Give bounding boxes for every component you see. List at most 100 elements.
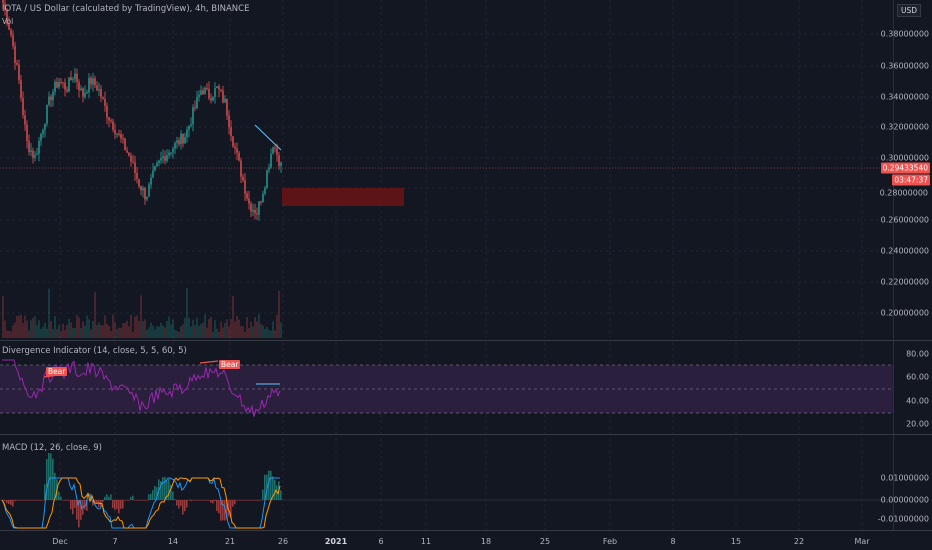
candle-body [238,152,240,161]
volume-bar [80,328,82,338]
candle-body [206,87,208,89]
candle-body [132,161,134,163]
candle-body [220,89,222,91]
candle-body [24,115,26,125]
volume-bar [92,321,94,338]
volume-bar [12,325,14,338]
candle-body [150,177,152,185]
macd-histogram-bar [74,500,76,509]
candle-body [14,45,16,63]
macd-line [1,477,280,529]
volume-bar [218,331,220,338]
macd-histogram-bar [254,500,256,501]
candle-body [188,125,190,130]
candle-body [172,148,174,153]
candle-body [232,136,234,147]
candle-body [268,167,270,171]
price-tick: 0.34000000 [880,92,929,102]
candle-body [8,23,10,30]
volume-bar [130,314,132,338]
volume-bar [96,324,98,338]
volume-bar [114,322,116,338]
macd-histogram-bar [274,480,276,500]
macd-histogram-bar [146,500,148,501]
volume-bar [110,331,112,338]
candle-body [242,176,244,181]
macd-histogram-bar [134,500,136,501]
candle-body [234,146,236,149]
macd-histogram-bar [270,470,272,500]
candle-body [248,198,250,204]
divergence-line [254,124,282,151]
candle-body [228,115,230,128]
volume-bar [60,331,62,338]
time-label: 15 [730,537,742,546]
time-label: 7 [112,537,118,546]
candle-body [102,97,104,99]
macd-histogram-bar [160,481,162,500]
volume-bar [166,320,168,338]
macd-histogram-bar [110,494,112,500]
macd-histogram-bar [54,472,56,500]
volume-bar [6,330,8,338]
candle-body [124,138,126,151]
macd-histogram-bar [2,500,4,501]
macd-histogram-bar [264,474,266,500]
volume-bar [112,314,114,338]
candle-body [76,73,78,83]
candle-body [158,160,160,164]
macd-histogram-bar [164,476,166,500]
volume-bar [258,314,260,338]
macd-histogram-bar [154,485,156,500]
macd-histogram-bar [182,500,184,515]
macd-histogram-bar [118,500,120,514]
macd-histogram-bar [178,500,180,509]
volume-bar [224,323,226,338]
macd-histogram-bar [128,500,130,501]
volume-bar [10,331,12,338]
volume-bar [124,323,126,338]
candle-body [10,29,12,36]
pane-separator[interactable] [0,340,932,341]
volume-bar [62,323,64,338]
candle-body [204,87,206,95]
macd-histogram-bar [186,500,188,508]
currency-label[interactable]: USD [897,4,922,17]
pane-separator[interactable] [0,434,932,435]
candle-body [138,178,140,187]
candle-body [146,196,148,200]
volume-bar [104,315,106,338]
macd-histogram-bar [22,500,24,501]
macd-histogram-bar [272,476,274,500]
candle-body [36,153,38,155]
candle-body [224,98,226,103]
macd-histogram-bar [132,495,134,500]
volume-bar [226,319,228,338]
volume-bar [140,295,142,338]
macd-histogram-bar [18,500,20,501]
volume-bar [184,317,186,338]
volume-bar [118,327,120,338]
volume-bar [212,331,214,338]
volume-bar [100,325,102,338]
macd-histogram-bar [226,500,228,520]
macd-histogram-bar [170,484,172,500]
macd-histogram-bar [220,500,222,521]
candle-body [72,78,74,81]
price-tick: 0.32000000 [880,122,929,132]
macd-histogram-bar [38,500,40,501]
price-tick: 0.20000000 [880,308,929,318]
candle-body [182,133,184,144]
rsi-axis[interactable]: 80.00 60.00 40.00 20.00 [893,341,932,434]
price-tick: 0.28000000 [879,188,928,198]
macd-histogram-bar [114,500,116,510]
macd-histogram-bar [184,500,186,512]
bear-label: Bear [46,367,68,376]
candle-body [28,140,30,152]
macd-axis[interactable]: 0.01000000 0.00000000 -0.01000000 [878,435,932,530]
volume-bar [16,315,18,338]
candle-body [96,85,98,91]
macd-histogram-bar [34,500,36,501]
volume-bar [138,320,140,338]
